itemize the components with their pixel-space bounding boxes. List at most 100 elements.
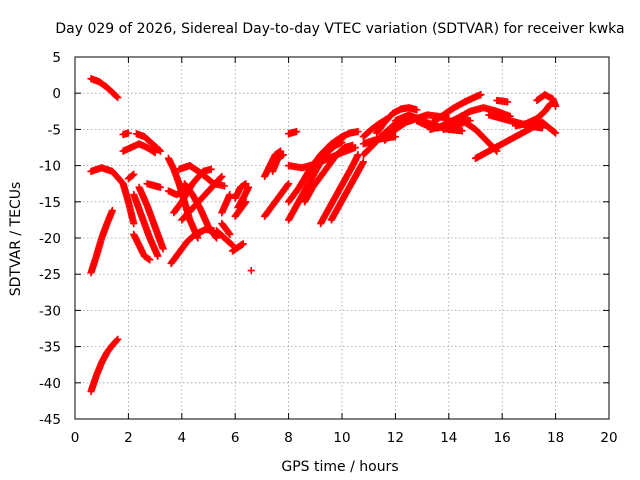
y-tick-label: -25	[39, 267, 61, 283]
data-point	[154, 252, 162, 260]
x-axis-label: GPS time / hours	[281, 459, 398, 475]
series-arc-08	[124, 170, 138, 183]
data-point	[550, 128, 558, 136]
y-tick-label: 0	[52, 86, 61, 102]
x-tick-label: 20	[600, 430, 617, 446]
series-arc-23	[228, 240, 247, 255]
x-tick-label: 16	[494, 430, 511, 446]
data-point	[338, 138, 346, 147]
data-point	[218, 172, 226, 181]
data-point	[293, 127, 301, 136]
series-arc-27	[234, 183, 253, 212]
series-arc-04	[87, 164, 138, 228]
data-point	[349, 141, 357, 149]
x-tick-label: 0	[71, 430, 80, 446]
data-point	[354, 127, 362, 136]
series-arc-01	[87, 75, 122, 102]
data-point	[244, 183, 253, 191]
series-arc-02	[87, 335, 122, 396]
y-tick-label: -40	[39, 376, 61, 392]
series-arc-34	[285, 127, 301, 138]
series-arc-05	[119, 129, 132, 139]
data-point	[413, 106, 421, 114]
data-point	[552, 129, 560, 137]
series-arc-30	[268, 151, 287, 175]
x-tick-label: 8	[284, 430, 293, 446]
x-tick-label: 4	[178, 430, 187, 446]
data-point	[129, 171, 137, 179]
y-tick-label: -35	[39, 340, 61, 356]
data-point	[150, 148, 158, 156]
series-arc-07	[132, 130, 165, 155]
data-point	[503, 98, 512, 106]
data-point	[217, 173, 225, 182]
x-tick-label: 6	[231, 430, 240, 446]
y-tick-label: -20	[39, 231, 61, 247]
data-point	[159, 245, 167, 253]
data-point	[285, 180, 293, 188]
series-arc-35	[301, 141, 357, 206]
series-arc-28	[260, 180, 293, 220]
data-point	[146, 256, 154, 264]
data-point	[247, 266, 255, 275]
series-arc-21	[218, 190, 234, 217]
y-axis-label: SDTVAR / TECUs	[8, 182, 24, 297]
x-tick-label: 18	[547, 430, 564, 446]
series-arc-38	[327, 158, 367, 224]
series-arc-14	[164, 187, 189, 199]
data-point	[279, 151, 287, 159]
y-tick-label: -10	[39, 159, 61, 175]
data-point	[113, 92, 121, 101]
series-arc-03	[87, 206, 116, 277]
data-point	[552, 102, 560, 110]
series-arc-09	[130, 230, 154, 264]
data-point	[458, 127, 466, 135]
series-arc-19	[178, 172, 226, 224]
data-marks	[87, 75, 560, 396]
data-point	[155, 146, 163, 154]
data-point	[391, 133, 399, 141]
data-point	[284, 181, 292, 189]
series-arc-51	[493, 96, 512, 106]
series-arc-24	[247, 266, 255, 275]
x-axis-ticks: 0 2 4 6 8 10 12 14 16 18 20	[71, 57, 618, 446]
chart-title: Day 029 of 2026, Sidereal Day-to-day VTE…	[55, 21, 624, 37]
series-arc-18	[170, 165, 215, 217]
series-arc-42	[373, 104, 421, 137]
y-tick-label: -30	[39, 303, 61, 319]
data-point	[114, 93, 122, 102]
series-arc-10	[130, 190, 162, 260]
series-arc-47	[429, 91, 485, 126]
series-arc-36	[306, 138, 346, 177]
data-point	[227, 240, 235, 248]
y-tick-label: -45	[39, 412, 61, 428]
y-tick-label: -15	[39, 195, 61, 211]
data-point	[156, 147, 165, 155]
data-point	[207, 165, 215, 173]
data-point	[108, 206, 116, 215]
data-point	[130, 219, 138, 228]
data-point	[359, 158, 367, 166]
x-tick-label: 10	[333, 430, 350, 446]
x-tick-label: 2	[124, 430, 133, 446]
data-point	[538, 124, 546, 132]
x-tick-label: 14	[440, 430, 457, 446]
series-arc-11	[135, 183, 167, 253]
data-point	[156, 183, 165, 191]
data-point	[130, 170, 138, 178]
data-point	[226, 190, 234, 199]
series-arc-37	[317, 151, 362, 228]
y-tick-label: -5	[48, 122, 61, 138]
series-arc-53	[533, 91, 560, 110]
series-arc-26	[231, 180, 250, 202]
data-point	[225, 229, 233, 237]
data-point	[113, 336, 121, 345]
data-point	[124, 129, 132, 137]
data-point	[212, 234, 221, 242]
data-point	[477, 91, 485, 99]
series-arc-22	[218, 219, 234, 238]
data-point	[226, 230, 234, 238]
y-axis-ticks: 5 0 -5 -10 -15 -20 -25 -30 -35 -40 -45	[39, 50, 609, 428]
series-arc-12	[143, 180, 165, 191]
